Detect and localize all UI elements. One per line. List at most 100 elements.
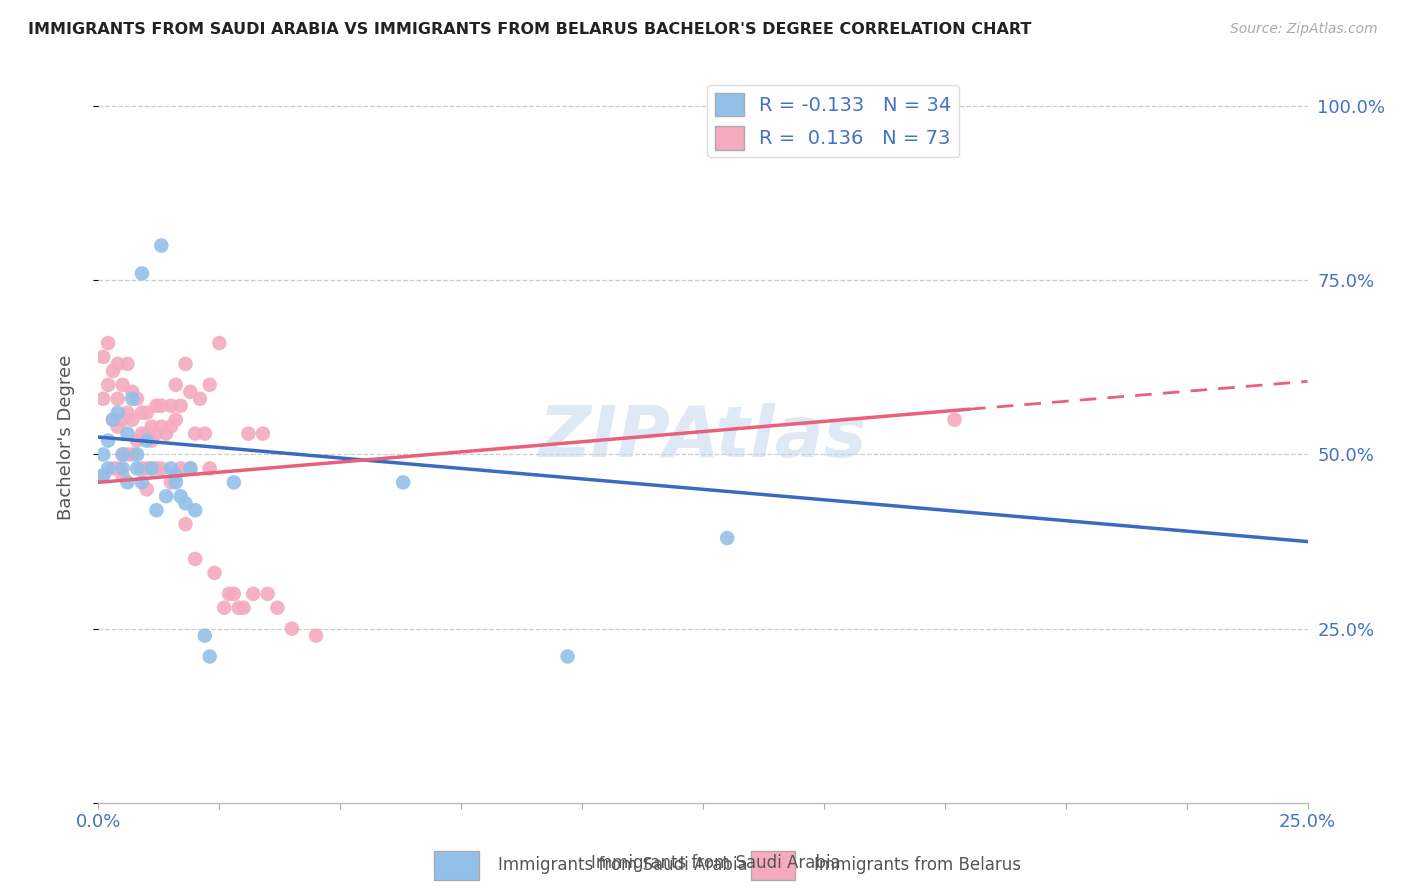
Point xyxy=(121,384,143,399)
Point xyxy=(127,461,149,475)
Text: Immigrants from Belarus: Immigrants from Belarus xyxy=(814,856,1021,874)
Point xyxy=(169,489,191,503)
Point xyxy=(141,461,163,475)
Point xyxy=(121,412,143,426)
Point xyxy=(184,503,207,517)
Point xyxy=(131,475,153,490)
Point xyxy=(117,406,139,420)
Point xyxy=(165,468,187,483)
Point xyxy=(111,448,134,462)
Point xyxy=(155,489,177,503)
Point xyxy=(266,600,288,615)
Point xyxy=(252,426,274,441)
Point xyxy=(91,392,114,406)
Point xyxy=(174,496,197,510)
Point xyxy=(131,406,153,420)
Point xyxy=(716,531,738,545)
Point xyxy=(943,412,966,426)
Point xyxy=(117,475,139,490)
Point xyxy=(392,475,415,490)
Point xyxy=(174,357,197,371)
Point xyxy=(91,448,114,462)
Text: Immigrants from Saudi Arabia: Immigrants from Saudi Arabia xyxy=(591,855,841,872)
Point xyxy=(557,649,579,664)
Point xyxy=(117,426,139,441)
Point xyxy=(145,461,167,475)
Point xyxy=(101,461,124,475)
Point xyxy=(111,461,134,475)
Point xyxy=(141,419,163,434)
Point xyxy=(150,238,173,252)
Point xyxy=(97,377,120,392)
Point xyxy=(222,475,245,490)
Point xyxy=(107,406,129,420)
Point xyxy=(141,461,163,475)
Point xyxy=(141,434,163,448)
Point xyxy=(256,587,278,601)
Point xyxy=(198,461,221,475)
Point xyxy=(281,622,304,636)
Point xyxy=(121,448,143,462)
Point xyxy=(160,419,183,434)
Point xyxy=(135,461,157,475)
Point xyxy=(117,448,139,462)
Point xyxy=(145,426,167,441)
Point xyxy=(91,468,114,483)
Legend: R = -0.133   N = 34, R =  0.136   N = 73: R = -0.133 N = 34, R = 0.136 N = 73 xyxy=(707,85,959,158)
Point xyxy=(165,412,187,426)
Point xyxy=(179,461,201,475)
Point xyxy=(160,475,183,490)
Point xyxy=(179,461,201,475)
Point xyxy=(160,399,183,413)
Point xyxy=(135,426,157,441)
Point xyxy=(131,461,153,475)
Point xyxy=(212,600,235,615)
Point xyxy=(232,600,254,615)
Point xyxy=(97,461,120,475)
Point xyxy=(111,412,134,426)
Point xyxy=(242,587,264,601)
Point xyxy=(184,552,207,566)
Point xyxy=(131,266,153,280)
Point xyxy=(204,566,226,580)
Point xyxy=(194,629,217,643)
Point xyxy=(155,426,177,441)
Point xyxy=(208,336,231,351)
Point xyxy=(174,517,197,532)
Text: ZIPAtlas: ZIPAtlas xyxy=(538,402,868,472)
Point xyxy=(150,419,173,434)
Point xyxy=(179,384,201,399)
FancyBboxPatch shape xyxy=(751,851,796,880)
Point xyxy=(97,336,120,351)
Point xyxy=(101,412,124,426)
Point xyxy=(165,377,187,392)
Point xyxy=(150,461,173,475)
Point xyxy=(218,587,240,601)
Point xyxy=(135,483,157,497)
Point xyxy=(101,412,124,426)
Point xyxy=(188,392,211,406)
Point xyxy=(150,399,173,413)
Text: Immigrants from Saudi Arabia: Immigrants from Saudi Arabia xyxy=(498,856,748,874)
Point xyxy=(107,357,129,371)
Point xyxy=(228,600,250,615)
Point xyxy=(111,377,134,392)
Point xyxy=(198,649,221,664)
Point xyxy=(97,434,120,448)
Point xyxy=(91,350,114,364)
Point xyxy=(131,426,153,441)
Point xyxy=(121,392,143,406)
Text: Source: ZipAtlas.com: Source: ZipAtlas.com xyxy=(1230,22,1378,37)
Point xyxy=(91,468,114,483)
Point xyxy=(145,503,167,517)
Point xyxy=(238,426,260,441)
Point xyxy=(305,629,328,643)
Point xyxy=(127,448,149,462)
Point xyxy=(145,399,167,413)
Point xyxy=(107,461,129,475)
Point xyxy=(222,587,245,601)
Point xyxy=(111,468,134,483)
Point xyxy=(165,475,187,490)
Point xyxy=(194,426,217,441)
Point xyxy=(169,461,191,475)
